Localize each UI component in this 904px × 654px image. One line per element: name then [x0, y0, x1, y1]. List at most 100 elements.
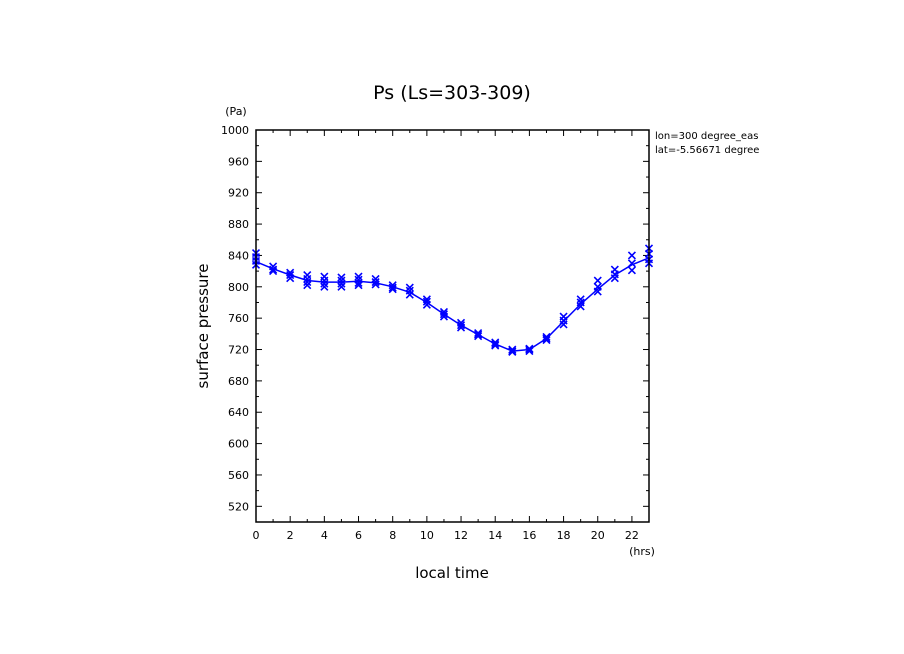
y-unit-label: (Pa) — [225, 105, 246, 118]
marker-stroke — [337, 276, 346, 285]
chart-title: Ps (Ls=303-309) — [373, 82, 531, 104]
plot-axes: 0 2 4 6 8 10 12 14 16 18 20 22 520 560 600 640 680 720 760… — [221, 124, 650, 542]
marker-stroke — [422, 300, 431, 309]
annotation-lon: lon=300 degree_eas — [655, 131, 758, 142]
marker-stroke — [456, 321, 466, 330]
marker-stroke — [576, 302, 585, 311]
data-point-marker — [269, 267, 278, 276]
y-tick-label: 720 — [228, 344, 249, 357]
data-point-marker — [576, 295, 585, 304]
marker-stroke — [525, 345, 534, 354]
x-tick-label: 22 — [625, 529, 639, 542]
marker-stroke — [542, 336, 551, 345]
x-axis-label: local time — [415, 564, 489, 582]
marker-stroke — [337, 282, 346, 291]
marker-stroke — [627, 259, 636, 268]
marker-stroke — [354, 281, 363, 290]
marker-stroke — [303, 278, 312, 287]
marker-stroke — [474, 332, 483, 341]
marker-stroke — [354, 272, 363, 281]
data-point-marker — [593, 276, 602, 285]
x-tick-label: 2 — [287, 529, 294, 542]
data-point-marker — [542, 336, 551, 345]
data-point-marker — [593, 287, 602, 296]
data-point-marker — [491, 341, 500, 350]
data-point-marker — [286, 270, 295, 280]
marker-stroke — [576, 295, 585, 304]
marker-stroke — [439, 312, 449, 321]
data-point-marker — [320, 279, 329, 288]
x-tick-label: 4 — [321, 529, 328, 542]
marker-stroke — [269, 267, 278, 276]
data-point-marker — [320, 276, 329, 285]
y-axis-label: surface pressure — [194, 264, 212, 389]
data-point-marker — [576, 302, 585, 311]
x-tick-label: 8 — [389, 529, 396, 542]
marker-stroke — [405, 283, 414, 292]
marker-stroke — [388, 283, 397, 292]
data-point-marker — [422, 300, 431, 309]
data-point-marker — [337, 273, 346, 282]
marker-stroke — [627, 266, 636, 275]
marker-stroke — [525, 347, 534, 356]
annotation-lat: lat=-5.56671 degree — [655, 145, 759, 156]
y-tick-label: 520 — [228, 500, 249, 513]
data-point-marker — [439, 310, 449, 319]
marker-stroke — [559, 320, 568, 329]
data-point-marker — [474, 328, 483, 338]
marker-stroke — [320, 279, 329, 288]
marker-stroke — [354, 278, 363, 287]
x-tick-label: 16 — [522, 529, 536, 542]
y-tick-label: 1000 — [221, 124, 249, 137]
x-tick-label: 6 — [355, 529, 362, 542]
x-unit-label: (hrs) — [629, 545, 655, 558]
marker-stroke — [474, 328, 483, 338]
y-tick-label: 560 — [228, 469, 249, 482]
marker-stroke — [286, 270, 295, 280]
marker-stroke — [405, 290, 414, 299]
data-point-marker — [627, 266, 636, 275]
y-tick-label: 760 — [228, 312, 249, 325]
x-tick-label: 12 — [454, 529, 468, 542]
data-point-marker — [610, 274, 619, 283]
marker-stroke — [491, 338, 500, 347]
data-point-marker — [303, 281, 312, 290]
data-point-marker — [422, 297, 431, 306]
y-tick-label: 880 — [228, 218, 249, 231]
marker-stroke — [337, 279, 346, 288]
data-point-marker — [371, 278, 380, 287]
data-point-marker — [456, 323, 466, 332]
marker-stroke — [593, 287, 602, 296]
data-point-marker — [542, 332, 551, 342]
data-point-marker — [337, 279, 346, 288]
marker-stroke — [371, 278, 380, 287]
plot-marks — [251, 244, 654, 356]
marker-stroke — [508, 347, 517, 356]
data-point-marker — [525, 345, 534, 354]
data-point-marker — [354, 272, 363, 281]
y-tick-label: 840 — [228, 249, 249, 262]
data-point-marker — [627, 259, 636, 268]
marker-stroke — [320, 276, 329, 285]
marker-stroke — [439, 310, 449, 319]
data-point-marker — [439, 312, 449, 321]
marker-stroke — [610, 274, 619, 283]
y-tick-label: 640 — [228, 406, 249, 419]
x-tick-label: 14 — [488, 529, 502, 542]
data-point-marker — [508, 345, 517, 354]
marker-stroke — [627, 251, 636, 260]
y-tick-label: 680 — [228, 375, 249, 388]
marker-stroke — [422, 297, 431, 306]
marker-stroke — [303, 274, 312, 284]
data-point-marker — [405, 290, 414, 299]
marker-stroke — [388, 285, 397, 294]
data-point-marker — [388, 285, 397, 294]
data-point-marker — [337, 276, 346, 285]
marker-stroke — [456, 323, 466, 332]
marker-stroke — [337, 273, 346, 282]
data-point-marker — [371, 280, 380, 289]
x-tick-label: 0 — [253, 529, 260, 542]
y-tick-label: 600 — [228, 438, 249, 451]
marker-stroke — [371, 280, 380, 289]
